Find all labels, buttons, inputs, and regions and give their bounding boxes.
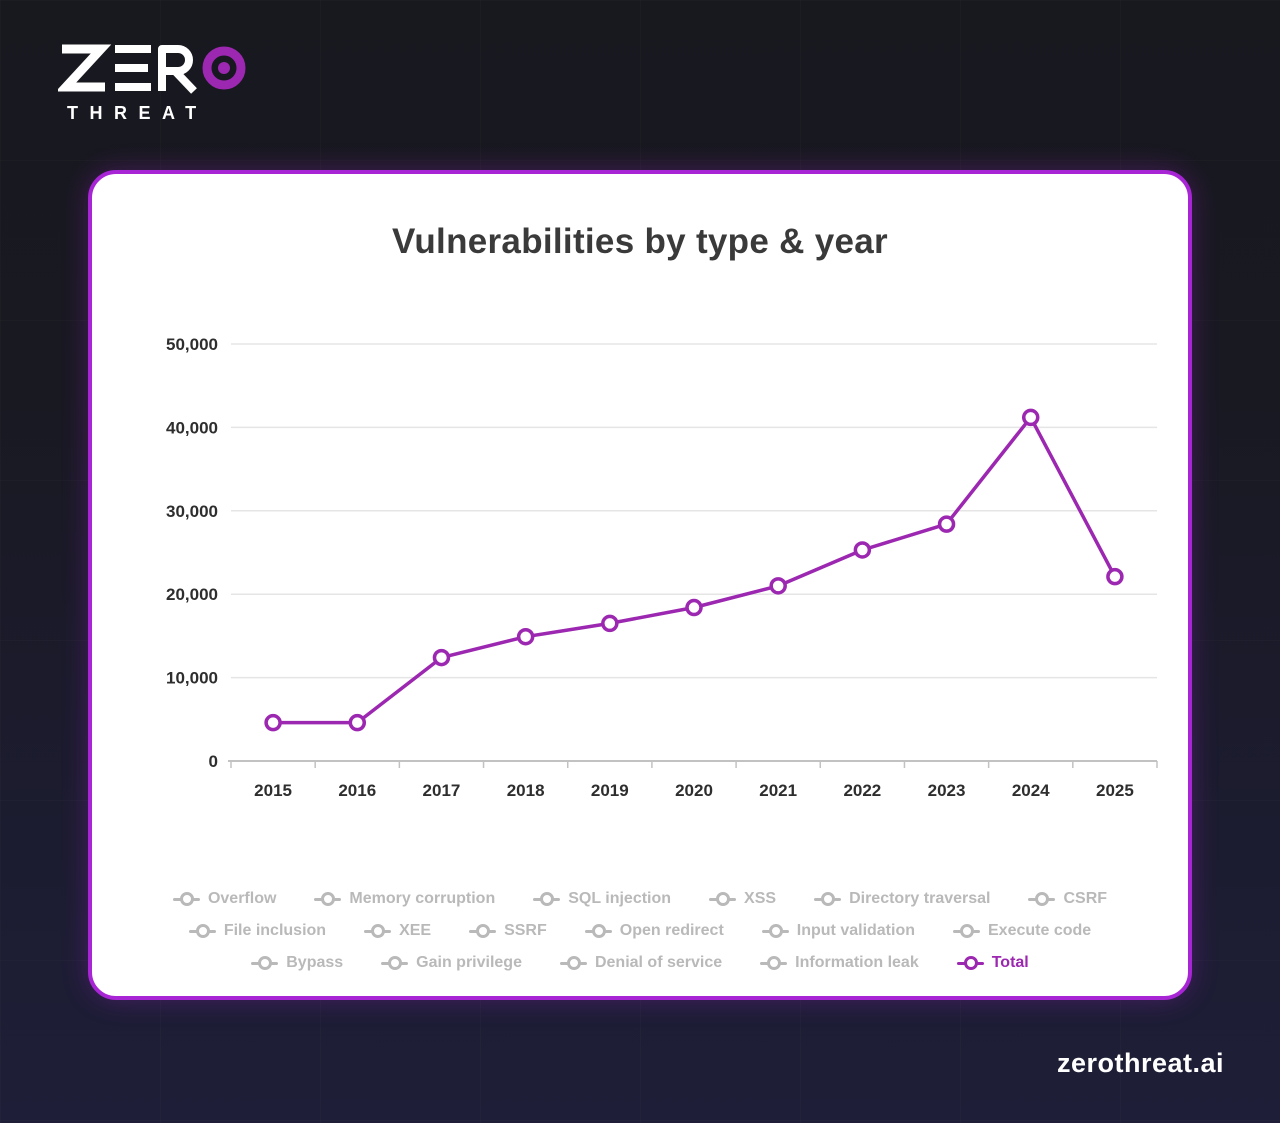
zerothreat-logo-mark-icon: [58, 44, 246, 94]
site-url: zerothreat.ai: [1056, 1048, 1224, 1078]
legend-row-3: Bypass Gain privilege Denial of service …: [116, 954, 1164, 972]
legend-marker-icon: [814, 892, 842, 906]
legend-marker-icon: [1028, 892, 1056, 906]
legend-item-denial-of-service[interactable]: Denial of service: [559, 954, 723, 972]
legend-row-1: Overflow Memory corruption SQL injection…: [116, 890, 1164, 908]
legend-label: Bypass: [286, 954, 344, 971]
legend-label: Directory traversal: [849, 890, 991, 907]
legend-item-xss[interactable]: XSS: [709, 890, 776, 908]
legend-item-total[interactable]: Total: [956, 954, 1029, 972]
legend-label: Memory corruption: [349, 890, 496, 907]
legend-label: Total: [991, 954, 1029, 971]
legend-label: Information leak: [795, 954, 919, 971]
legend-item-overflow[interactable]: Overflow: [172, 890, 277, 908]
legend-marker-icon: [953, 924, 980, 938]
svg-text:2024: 2024: [1012, 781, 1050, 800]
legend-item-input-validation[interactable]: Input validation: [761, 922, 915, 940]
legend-label: Denial of service: [594, 954, 723, 971]
svg-text:0: 0: [209, 752, 218, 771]
legend-label: File inclusion: [223, 922, 327, 939]
legend-marker-icon: [709, 892, 737, 906]
legend-marker-icon: [172, 892, 200, 906]
legend-marker-icon: [188, 924, 216, 938]
legend-marker-icon: [533, 892, 561, 906]
svg-text:2017: 2017: [423, 781, 461, 800]
svg-text:20,000: 20,000: [166, 585, 218, 604]
legend-marker-icon: [381, 956, 409, 970]
legend-item-csrf[interactable]: CSRF: [1028, 890, 1107, 908]
legend-item-file-inclusion[interactable]: File inclusion: [188, 922, 327, 940]
legend-marker-icon: [760, 956, 788, 970]
zerothreat-logo: ZERO THREAT: [58, 42, 248, 124]
svg-text:2022: 2022: [843, 781, 881, 800]
legend-marker-icon: [469, 924, 497, 938]
svg-text:2021: 2021: [759, 781, 797, 800]
legend-item-sql-injection[interactable]: SQL injection: [533, 890, 671, 908]
legend-marker-icon: [584, 924, 612, 938]
legend-item-xee[interactable]: XEE: [364, 922, 431, 940]
svg-text:2016: 2016: [338, 781, 376, 800]
chart-legend: Overflow Memory corruption SQL injection…: [116, 890, 1164, 972]
svg-text:2020: 2020: [675, 781, 713, 800]
svg-text:2023: 2023: [928, 781, 966, 800]
legend-marker-icon: [956, 956, 984, 970]
site-footer: zerothreat.ai: [1057, 1048, 1224, 1079]
legend-item-memory-corruption[interactable]: Memory corruption: [314, 890, 495, 908]
svg-text:30,000: 30,000: [166, 502, 218, 521]
vulnerabilities-line-chart: 0 10,000 20,000 30,000 40,000 50,000 2015 2016 2…: [166, 335, 1158, 800]
legend-item-ssrf[interactable]: SSRF: [469, 922, 547, 940]
legend-label: SQL injection: [568, 890, 672, 907]
legend-marker-icon: [761, 924, 789, 938]
legend-item-gain-privilege[interactable]: Gain privilege: [381, 954, 522, 972]
legend-label: Overflow: [207, 890, 277, 907]
legend-item-information-leak[interactable]: Information leak: [760, 954, 919, 972]
legend-marker-icon: [314, 892, 342, 906]
legend-label: Gain privilege: [416, 954, 522, 971]
legend-marker-icon: [364, 924, 392, 938]
legend-marker-icon: [251, 956, 279, 970]
legend-item-bypass[interactable]: Bypass: [251, 954, 343, 972]
svg-text:2018: 2018: [507, 781, 545, 800]
svg-text:2025: 2025: [1096, 781, 1134, 800]
svg-text:2015: 2015: [254, 781, 292, 800]
chart-title: Vulnerabilities by type & year: [392, 222, 888, 261]
legend-item-open-redirect[interactable]: Open redirect: [584, 922, 724, 940]
chart-card: Vulnerabilities by type & year 0 10,000 20…: [88, 170, 1192, 1000]
legend-label: Execute code: [988, 922, 1092, 939]
svg-text:10,000: 10,000: [166, 669, 218, 688]
svg-text:40,000: 40,000: [166, 418, 218, 437]
legend-label: Input validation: [796, 922, 915, 939]
legend-marker-icon: [559, 956, 587, 970]
legend-label: SSRF: [504, 922, 547, 939]
logo-brand-threat: THREAT: [67, 103, 208, 123]
logo-target-icon: [202, 46, 246, 90]
legend-label: Open redirect: [619, 922, 724, 939]
legend-label: XSS: [744, 890, 777, 907]
svg-text:50,000: 50,000: [166, 335, 218, 354]
svg-text:2019: 2019: [591, 781, 629, 800]
legend-row-2: File inclusion XEE SSRF Open redirect In…: [116, 922, 1164, 940]
legend-item-execute-code[interactable]: Execute code: [953, 922, 1091, 940]
legend-item-directory-traversal[interactable]: Directory traversal: [814, 890, 990, 908]
legend-label: XEE: [399, 922, 432, 939]
legend-label: CSRF: [1063, 890, 1108, 907]
